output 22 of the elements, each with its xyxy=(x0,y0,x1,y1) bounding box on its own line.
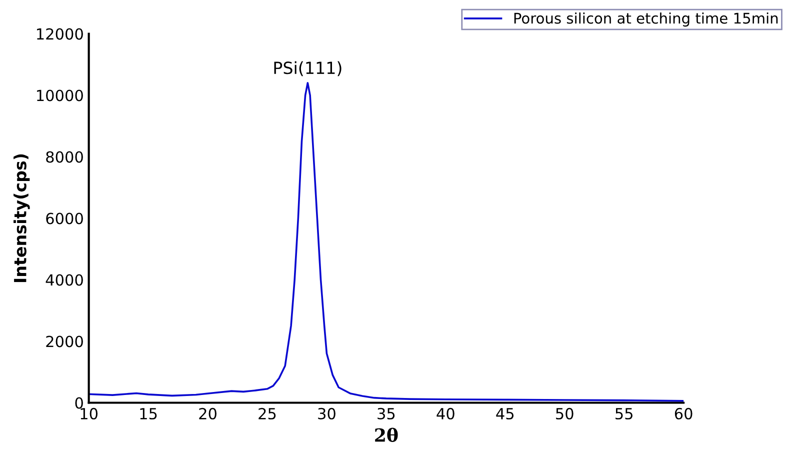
y-axis-title: Intensity(cps) xyxy=(14,154,30,282)
x-tick-label: 40 xyxy=(436,408,454,420)
legend-label: Porous silicon at etching time 15min xyxy=(514,12,778,27)
x-tick-label: 45 xyxy=(496,408,514,420)
y-tick-label: 10000 xyxy=(37,90,83,102)
x-tick-label: 60 xyxy=(674,408,692,420)
x-tick-label: 55 xyxy=(616,408,632,420)
y-tick-label: 2000 xyxy=(46,336,83,348)
y-tick-label: 12000 xyxy=(37,28,83,40)
x-axis-title: 2θ xyxy=(375,428,398,442)
y-tick-label: 6000 xyxy=(46,212,83,224)
annotation: PSi(111) xyxy=(274,61,342,76)
y-tick-label: 4000 xyxy=(46,274,83,286)
x-tick-label: 15 xyxy=(140,408,157,420)
x-tick-label: 35 xyxy=(378,408,395,420)
y-tick-label: 8000 xyxy=(46,151,83,163)
x-tick-label: 20 xyxy=(199,408,216,420)
x-tick-label: 25 xyxy=(258,408,276,420)
y-tick-label: 0 xyxy=(75,397,83,409)
x-tick-label: 50 xyxy=(556,408,574,420)
x-tick-label: 10 xyxy=(80,408,98,420)
x-tick-label: 30 xyxy=(318,408,336,420)
